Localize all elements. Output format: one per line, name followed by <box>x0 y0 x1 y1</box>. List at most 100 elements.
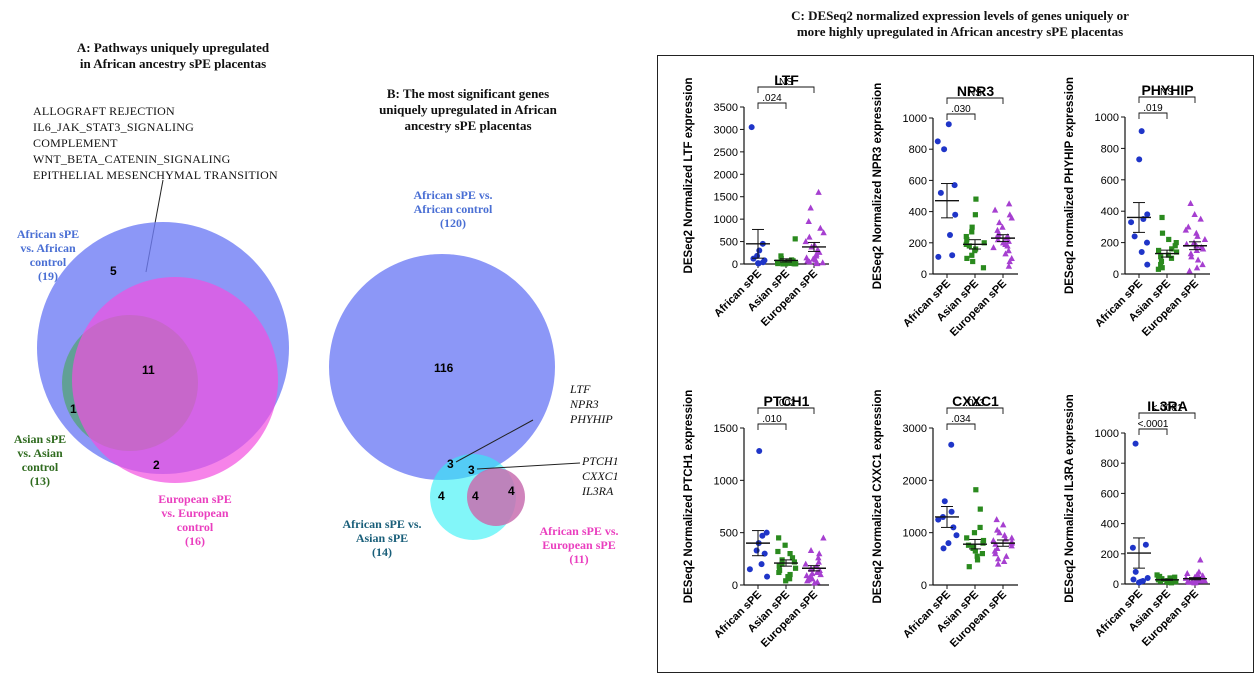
data-point <box>811 579 818 586</box>
venn-diagram-a: 5 11 1 2 <box>37 179 289 483</box>
data-point <box>1158 254 1164 260</box>
chart-phyhip: PHYHIP DESeq2 normalized PHYHIP expressio… <box>1064 77 1210 339</box>
data-point <box>1186 267 1193 274</box>
comparison-bracket <box>757 102 787 109</box>
data-point <box>949 252 956 259</box>
data-point <box>1168 580 1175 586</box>
chart-ptch1: PTCH1 DESeq2 Normalized PTCH1 expression 0… <box>683 390 829 650</box>
data-point <box>803 572 810 579</box>
data-point <box>815 554 822 561</box>
data-point <box>1002 250 1009 257</box>
data-point <box>775 548 781 555</box>
p-value-label: .019 <box>1143 103 1163 114</box>
data-point <box>971 530 978 536</box>
data-point <box>935 516 942 523</box>
data-point <box>1005 247 1012 254</box>
data-point <box>1187 199 1194 206</box>
gene-pointer-line-2 <box>476 462 581 470</box>
comparison-bracket <box>1138 112 1168 119</box>
data-point <box>760 259 767 266</box>
data-point <box>996 529 1003 536</box>
data-point <box>809 575 816 582</box>
data-point <box>787 576 793 582</box>
data-point <box>1128 219 1135 226</box>
data-point <box>979 551 986 557</box>
data-point <box>787 551 793 557</box>
data-point <box>1197 577 1204 584</box>
gene-name: CXXC1 <box>582 469 619 483</box>
data-point <box>941 498 948 505</box>
data-point <box>1194 232 1201 239</box>
data-point <box>1191 210 1198 217</box>
y-tick-label: 600 <box>909 175 927 187</box>
pathway-item: WNT_BETA_CATENIN_SIGNALING <box>33 152 231 166</box>
set-label-european-spe: African sPE vs. European sPE (11) <box>539 524 619 566</box>
pathway-item: COMPLEMENT <box>33 136 118 150</box>
count-asian-european: 2 <box>153 458 160 472</box>
data-point <box>806 233 813 240</box>
y-tick-label: 1000 <box>903 528 927 540</box>
venn-diagram-b: 116 3 3 4 4 4 <box>329 254 581 540</box>
y-tick-label: 500 <box>720 528 738 540</box>
data-point <box>969 229 975 235</box>
data-point <box>819 259 826 266</box>
data-point <box>1144 261 1151 268</box>
data-point <box>1158 261 1164 268</box>
venn-circle-european-spe <box>467 468 525 526</box>
data-point <box>780 261 786 267</box>
y-tick-label: 0 <box>921 269 927 281</box>
data-point <box>815 188 822 195</box>
p-value-label: NS <box>1160 87 1174 98</box>
p-value-label: .024 <box>762 93 782 104</box>
data-point <box>1155 266 1162 272</box>
y-tick-label: 0 <box>1113 579 1119 591</box>
data-point <box>965 542 972 548</box>
venn-circle-african-control <box>329 254 555 480</box>
y-tick-label: 400 <box>909 207 927 219</box>
count-african-asian: 1 <box>70 402 77 416</box>
data-point <box>1143 239 1150 246</box>
set-label-asian: Asian sPE vs. Asian control (13) <box>13 432 67 488</box>
data-point <box>776 563 782 569</box>
data-point <box>1193 264 1201 271</box>
data-point <box>820 229 827 236</box>
data-point <box>746 566 753 573</box>
pathway-list: ALLOGRAFT REJECTION IL6_JAK_STAT3_SIGNAL… <box>33 103 278 183</box>
data-point <box>1172 574 1178 580</box>
data-point <box>1131 233 1138 240</box>
data-point <box>966 243 972 249</box>
data-point <box>813 252 820 259</box>
data-point <box>1004 242 1011 249</box>
count-big-asian: 3 <box>447 457 454 471</box>
data-point <box>815 558 822 565</box>
data-point <box>759 532 766 539</box>
data-point <box>806 258 813 265</box>
data-point <box>763 529 770 536</box>
data-point <box>1132 440 1139 447</box>
comparison-bracket <box>1138 428 1168 435</box>
comparison-bracket <box>946 423 976 430</box>
data-point <box>970 258 976 265</box>
panel-c-title: C: DESeq2 normalized expression levels o… <box>791 8 1129 39</box>
pathway-item: EPITHELIAL MESENCHYMAL TRANSITION <box>33 168 278 182</box>
data-point <box>945 540 952 547</box>
data-point <box>945 121 952 128</box>
data-point <box>805 217 812 224</box>
data-point <box>941 146 948 153</box>
data-point <box>761 550 768 557</box>
data-point <box>776 569 782 576</box>
panel-a-title: A: Pathways uniquely upregulated in Afri… <box>76 40 270 71</box>
data-point <box>1008 534 1015 541</box>
data-point <box>994 560 1002 567</box>
count-european-only: 4 <box>508 484 515 498</box>
data-point <box>807 204 814 211</box>
data-point <box>807 547 815 554</box>
data-point <box>1132 568 1139 575</box>
y-tick-label: 1000 <box>1095 112 1119 124</box>
data-point <box>980 540 986 546</box>
y-tick-label: 400 <box>1101 206 1119 218</box>
data-point <box>990 537 997 544</box>
data-point <box>1005 200 1013 207</box>
y-tick-label: 1500 <box>714 192 738 204</box>
comparison-bracket <box>757 407 815 414</box>
